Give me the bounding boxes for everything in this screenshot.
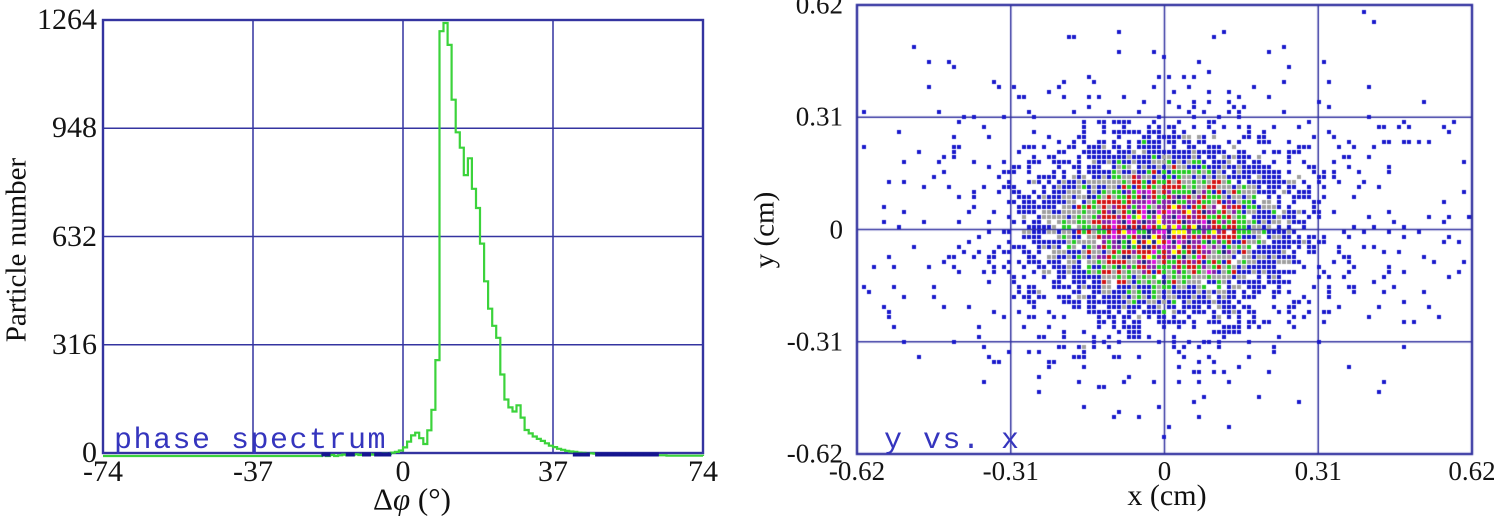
baseline-mark — [362, 452, 372, 457]
baseline-mark — [619, 452, 629, 457]
baseline-mark — [637, 452, 647, 457]
y-tick-label: 0.62 — [795, 0, 843, 20]
baseline-mark — [595, 452, 605, 457]
baseline-mark — [321, 452, 331, 457]
baseline-mark — [345, 452, 355, 457]
baseline-mark — [631, 452, 641, 457]
x-tick-label: 74 — [688, 455, 718, 488]
x-tick-label: 0 — [395, 455, 411, 488]
density-scatter-canvas — [855, 3, 1475, 457]
x-axis-title: x (cm) — [1127, 479, 1207, 512]
x-tick-label: 37 — [538, 455, 568, 488]
plot-frame — [101, 18, 705, 455]
y-tick-label: 632 — [52, 219, 97, 253]
y-tick-label: 1264 — [37, 3, 97, 36]
x-tick-label: -0.31 — [982, 456, 1039, 486]
y-tick-label: 948 — [52, 111, 97, 145]
x-tick-label: 0 — [1157, 456, 1172, 486]
x-tick-label: 0.62 — [1448, 456, 1494, 486]
baseline-mark — [374, 452, 384, 457]
baseline-mark — [613, 452, 623, 457]
histogram-plot-area — [101, 18, 705, 458]
x-tick-label: -74 — [83, 455, 123, 488]
baseline-mark — [580, 452, 590, 457]
x-tick-label: -0.62 — [828, 456, 886, 486]
y-axis-title: Particle number — [0, 157, 33, 343]
y-tick-label: -0.31 — [786, 326, 843, 357]
y-tick-label: -0.62 — [786, 438, 843, 469]
plot-annotation: phase spectrum — [114, 424, 388, 458]
y-axis-title: y (cm) — [748, 191, 781, 269]
y-tick-label: 0 — [829, 214, 844, 244]
y-tick-label: 0 — [82, 436, 97, 469]
delta-symbol: Δ — [373, 481, 393, 517]
baseline-mark — [607, 452, 617, 457]
baseline-mark — [572, 452, 582, 457]
degree-unit: (°) — [410, 481, 451, 517]
baseline-mark — [643, 452, 653, 457]
y-tick-label: 0.31 — [795, 101, 843, 132]
x-axis-title: Δφ (°) — [373, 484, 451, 515]
baseline-mark — [601, 452, 611, 457]
x-tick-label: -37 — [233, 455, 273, 488]
y-tick-label: 316 — [52, 327, 97, 361]
x-tick-label: 0.31 — [1294, 456, 1342, 486]
baseline-mark — [649, 452, 659, 457]
plot-annotation: y vs. x — [884, 424, 1021, 458]
baseline-mark — [625, 452, 635, 457]
phi-symbol: φ — [392, 481, 411, 517]
baseline-mark — [382, 452, 392, 457]
